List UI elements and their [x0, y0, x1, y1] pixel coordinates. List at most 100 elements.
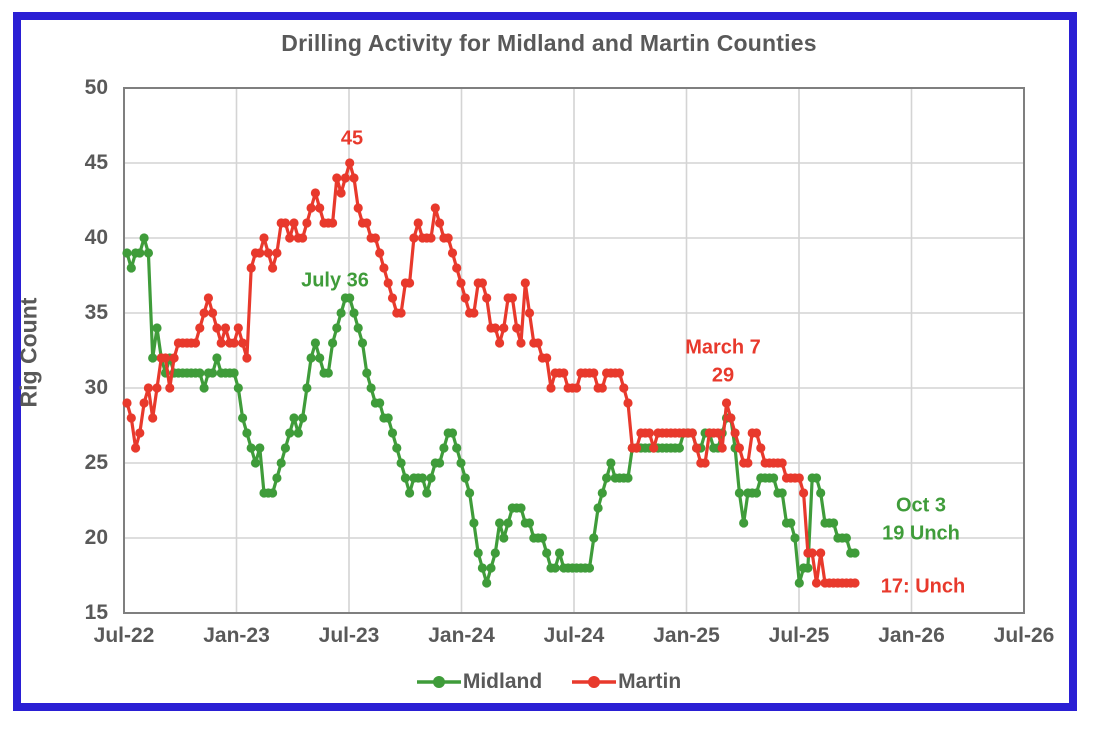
- series-marker-midland: [268, 488, 278, 498]
- series-marker-martin: [139, 398, 149, 408]
- legend-label: Midland: [462, 670, 543, 693]
- series-marker-midland: [482, 578, 492, 588]
- series-marker-midland: [803, 563, 813, 573]
- series-marker-martin: [298, 233, 308, 243]
- annotation-midland-latest-value: 19 Unch: [882, 522, 960, 545]
- annotation-martin-march-value: 29: [711, 364, 735, 387]
- series-marker-martin: [246, 263, 256, 273]
- x-tick-label: Jul-22: [93, 624, 155, 647]
- series-marker-midland: [345, 293, 355, 303]
- series-marker-midland: [734, 488, 745, 498]
- series-marker-midland: [589, 533, 599, 543]
- series-marker-midland: [460, 473, 470, 483]
- series-marker-martin: [336, 188, 346, 198]
- series-marker-martin: [811, 578, 822, 588]
- series-marker-martin: [816, 548, 826, 558]
- series-marker-martin: [524, 308, 535, 318]
- series-marker-martin: [370, 233, 380, 243]
- series-marker-midland: [246, 443, 256, 453]
- series-marker-martin: [165, 383, 175, 393]
- series-marker-martin: [263, 248, 273, 258]
- series-marker-midland: [606, 458, 616, 468]
- series-marker-midland: [332, 323, 342, 333]
- x-tick-label: Jul-25: [768, 624, 830, 647]
- series-marker-midland: [143, 248, 153, 258]
- series-marker-midland: [255, 443, 265, 453]
- series-marker-midland: [477, 563, 487, 573]
- series-marker-martin: [340, 173, 350, 183]
- series-marker-midland: [349, 308, 359, 318]
- series-marker-martin: [349, 173, 359, 183]
- series-marker-martin: [272, 248, 282, 258]
- series-marker-martin: [212, 323, 222, 333]
- series-marker-martin: [520, 278, 530, 288]
- series-marker-martin: [160, 353, 171, 363]
- series-marker-midland: [280, 443, 290, 453]
- series-marker-martin: [409, 233, 419, 243]
- series-marker-midland: [357, 338, 368, 348]
- x-tick-label: Jan-23: [203, 624, 270, 647]
- series-marker-martin: [413, 218, 423, 228]
- series-marker-midland: [122, 248, 132, 258]
- series-marker-midland: [208, 368, 218, 378]
- series-marker-midland: [811, 473, 822, 483]
- series-marker-midland: [306, 353, 316, 363]
- y-tick-label: 45: [84, 151, 108, 174]
- series-marker-midland: [465, 488, 475, 498]
- series-marker-midland: [439, 443, 449, 453]
- series-marker-martin: [507, 293, 517, 303]
- series-marker-martin: [143, 383, 153, 393]
- series-marker-midland: [366, 383, 376, 393]
- series-marker-martin: [310, 188, 320, 198]
- series-marker-martin: [362, 218, 372, 228]
- series-marker-martin: [499, 323, 509, 333]
- series-marker-martin: [456, 278, 466, 288]
- legend: Midland Martin: [0, 670, 1098, 694]
- series-marker-martin: [426, 233, 436, 243]
- series-marker-martin: [435, 218, 445, 228]
- series-marker-martin: [734, 443, 745, 453]
- x-tick-label: Jan-25: [653, 624, 720, 647]
- series-marker-martin: [135, 428, 145, 438]
- series-marker-martin: [285, 233, 295, 243]
- series-marker-midland: [242, 428, 252, 438]
- series-marker-martin: [452, 263, 462, 273]
- legend-item-midland: Midland: [416, 670, 543, 694]
- annotation-martin-march: March 7: [685, 336, 761, 359]
- series-marker-midland: [328, 338, 338, 348]
- series-marker-martin: [242, 353, 252, 363]
- series-marker-martin: [289, 218, 299, 228]
- series-marker-martin: [302, 218, 312, 228]
- series-marker-martin: [387, 293, 398, 303]
- series-marker-midland: [623, 473, 633, 483]
- series-marker-martin: [730, 428, 740, 438]
- series-marker-midland: [199, 383, 209, 393]
- series-marker-midland: [353, 323, 363, 333]
- series-marker-martin: [203, 293, 213, 303]
- series-marker-martin: [751, 428, 762, 438]
- annotation-martin-peak: 45: [340, 127, 364, 150]
- series-marker-martin: [430, 203, 440, 213]
- series-marker-midland: [554, 548, 565, 558]
- series-marker-martin: [597, 383, 607, 393]
- series-marker-martin: [131, 443, 141, 453]
- series-marker-martin: [126, 413, 136, 423]
- series-marker-martin: [482, 293, 492, 303]
- series-marker-midland: [674, 443, 685, 453]
- series-marker-martin: [700, 458, 710, 468]
- series-marker-midland: [597, 488, 607, 498]
- series-marker-martin: [572, 383, 582, 393]
- x-tick-label: Jan-24: [428, 624, 495, 647]
- series-marker-midland: [829, 518, 839, 528]
- series-marker-midland: [542, 548, 552, 558]
- series-marker-martin: [122, 398, 132, 408]
- series-marker-midland: [524, 518, 535, 528]
- x-tick-label: Jan-26: [878, 624, 945, 647]
- series-marker-martin: [460, 293, 470, 303]
- series-marker-midland: [739, 518, 749, 528]
- series-marker-martin: [190, 338, 201, 348]
- series-marker-martin: [713, 428, 723, 438]
- y-tick-label: 50: [84, 76, 108, 99]
- series-marker-midland: [751, 488, 762, 498]
- x-tick-label: Jul-26: [993, 624, 1055, 647]
